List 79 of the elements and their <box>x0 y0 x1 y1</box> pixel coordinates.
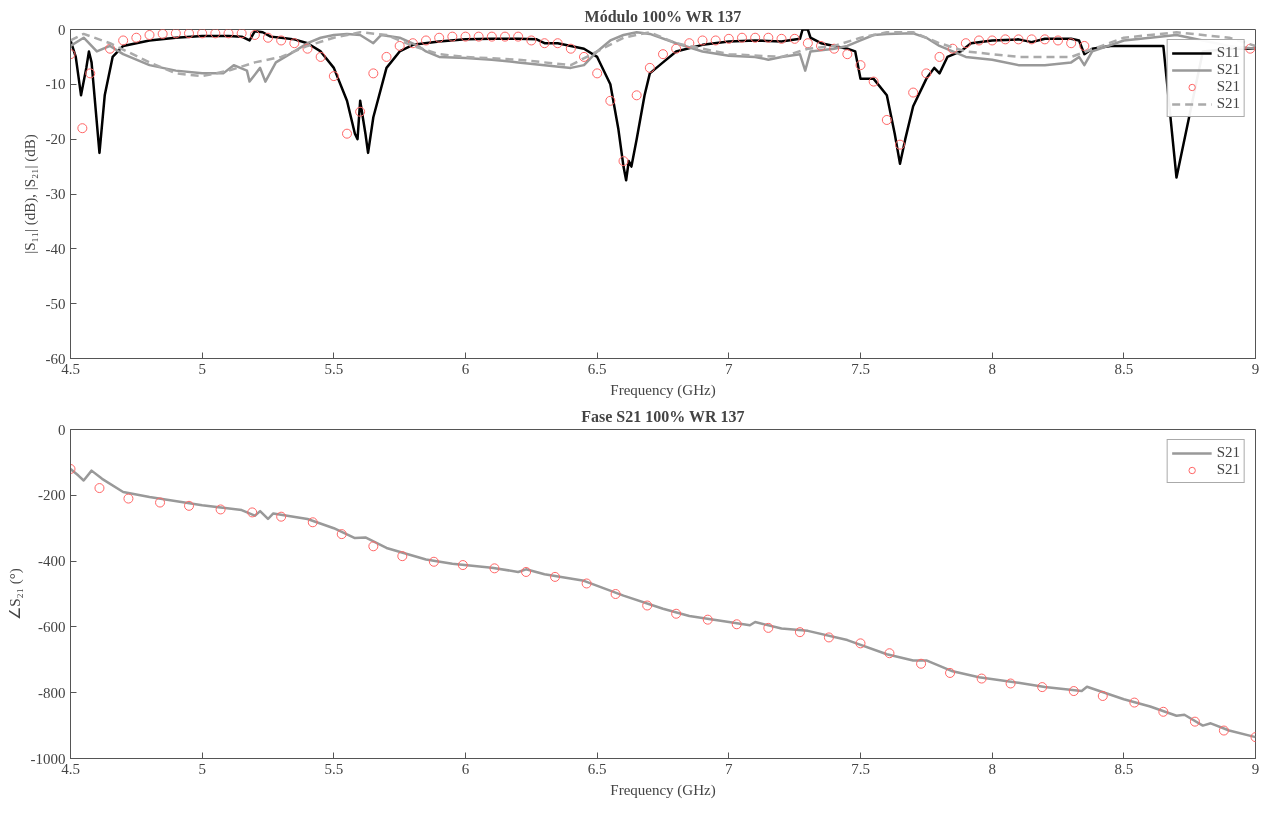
x-tick-label: 8 <box>988 360 996 377</box>
point <box>184 500 194 511</box>
point <box>368 541 379 552</box>
point <box>215 504 226 515</box>
x-tick-label: 8.5 <box>1114 760 1134 777</box>
x-tick-label: 9 <box>1251 360 1260 377</box>
point <box>1005 678 1016 689</box>
point <box>855 638 866 649</box>
x-tick-label: 6 <box>461 360 470 377</box>
point <box>671 608 682 619</box>
point <box>1037 682 1048 693</box>
x-tick-label: 6.5 <box>587 360 607 377</box>
x-tick-label: 5 <box>198 360 206 377</box>
point <box>1189 716 1200 727</box>
y-tick-label: -600 <box>38 618 66 635</box>
y-tick-label: 0 <box>58 421 66 438</box>
y-axis-title: ∠S₂₁ (°) <box>6 568 24 620</box>
y-tick-label: 0 <box>58 21 66 38</box>
point <box>642 600 653 611</box>
point <box>155 497 166 508</box>
chart-title: Fase S21 100% WR 137 <box>581 407 745 425</box>
y-axis-title: |S₁₁| (dB), |S₂₁| (dB) <box>21 134 39 254</box>
point <box>1218 725 1229 736</box>
point <box>1097 691 1108 701</box>
y-tick-label: -30 <box>45 186 66 202</box>
x-tick-label: 6 <box>461 760 470 777</box>
y-tick-label: -50 <box>45 295 66 312</box>
x-tick-label: 5.5 <box>324 760 344 777</box>
legend-label: S21 <box>1216 78 1240 95</box>
y-tick-label: -20 <box>45 131 66 148</box>
legend-label: S21 <box>1216 61 1240 78</box>
x-tick-label: 5 <box>198 760 206 777</box>
x-tick-label: 6.5 <box>587 760 607 777</box>
x-tick-label: 9 <box>1251 760 1260 777</box>
point <box>610 589 621 599</box>
legend-label: S21 <box>1216 95 1240 112</box>
point <box>550 571 561 582</box>
point <box>976 673 987 684</box>
point <box>276 511 287 522</box>
point <box>457 560 468 571</box>
point <box>247 507 258 518</box>
point <box>1068 686 1079 697</box>
point <box>884 648 895 659</box>
point <box>489 563 500 574</box>
point <box>916 658 927 669</box>
point <box>94 483 105 494</box>
x-axis-title: Frequency (GHz) <box>610 781 716 799</box>
x-tick-label: 7.5 <box>851 760 870 777</box>
x-tick-label: 8.5 <box>1114 360 1134 377</box>
legend-label: S21 <box>1216 461 1240 478</box>
x-tick-label: 7 <box>725 760 734 777</box>
point <box>823 632 834 643</box>
point <box>1129 697 1140 708</box>
point <box>581 578 592 589</box>
x-axis-title: Frequency (GHz) <box>610 381 716 399</box>
point <box>763 622 774 633</box>
y-tick-label: -200 <box>38 487 66 504</box>
point <box>123 493 134 504</box>
legend-label: S21 <box>1216 444 1240 461</box>
point <box>702 614 713 625</box>
point <box>428 556 439 567</box>
x-tick-label: 7 <box>725 360 734 377</box>
point <box>731 619 742 630</box>
chart-title: Módulo 100% WR 137 <box>584 7 742 25</box>
legend-label: S11 <box>1216 44 1240 61</box>
point <box>1158 706 1169 717</box>
point <box>794 627 805 638</box>
x-tick-label: 8 <box>988 760 996 777</box>
x-tick-label: 7.5 <box>851 360 870 377</box>
point <box>336 529 347 540</box>
y-tick-label: -40 <box>45 240 66 257</box>
point <box>307 517 318 528</box>
point <box>945 667 956 678</box>
point <box>521 566 532 577</box>
y-tick-label: -10 <box>45 76 66 93</box>
y-tick-label: -800 <box>38 684 66 701</box>
x-tick-label: 5.5 <box>324 360 344 377</box>
point <box>397 551 408 562</box>
y-tick-label: -400 <box>38 553 66 570</box>
